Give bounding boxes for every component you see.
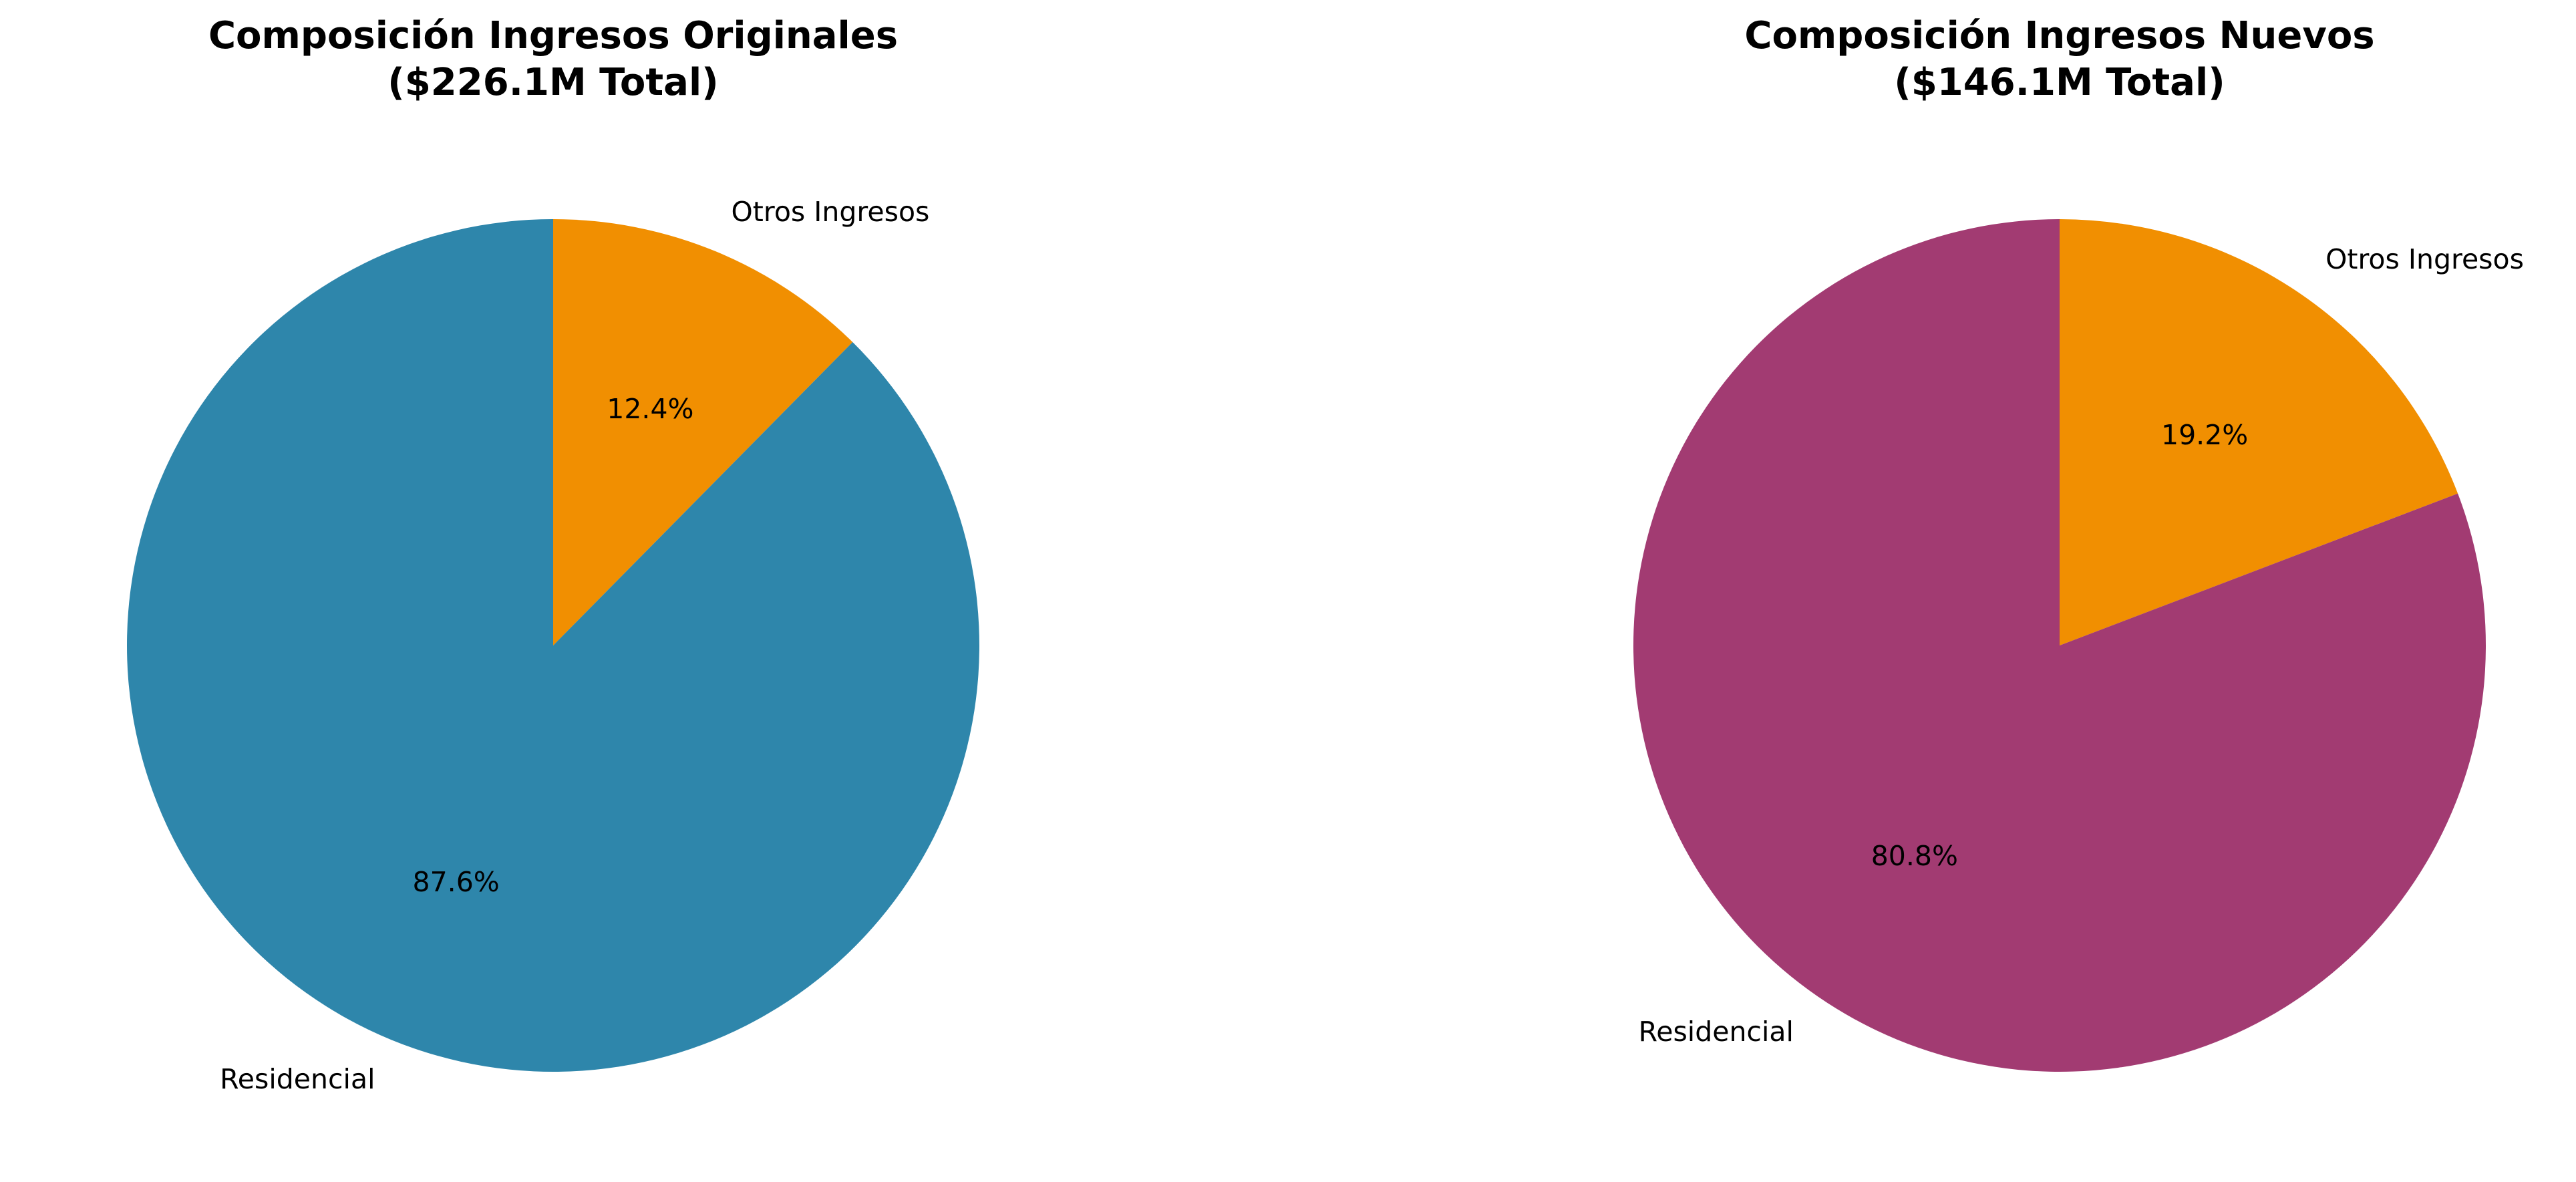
- chart-title-line-2: ($226.1M Total): [387, 61, 719, 104]
- pie-slice-residencial: [1633, 219, 2486, 1072]
- chart-title-line-1: Composición Ingresos Nuevos: [1744, 14, 2374, 57]
- pie-category-label-residencial: Residencial: [220, 1063, 375, 1095]
- pie-slice-otros-ingresos: [2060, 219, 2458, 645]
- pie-chart-original-revenue: Composición Ingresos Originales ($226.1M…: [126, 14, 979, 1095]
- pie-slice-residencial: [126, 219, 979, 1072]
- pie-slice-otros-ingresos: [553, 219, 853, 645]
- pie-percent-label-residencial: 80.8%: [1871, 840, 1958, 872]
- pie-percent-label-otros-ingresos: 19.2%: [2161, 419, 2248, 451]
- pie-labels: 19.2% Otros Ingresos 80.8% Residencial: [1639, 243, 2524, 1048]
- pie-chart-new-revenue: Composición Ingresos Nuevos ($146.1M Tot…: [1633, 14, 2524, 1072]
- pie-category-label-otros-ingresos: Otros Ingresos: [732, 196, 930, 228]
- chart-title-line-2: ($146.1M Total): [1894, 61, 2225, 104]
- pie-slices: [1633, 219, 2486, 1072]
- pie-category-label-residencial: Residencial: [1639, 1016, 1794, 1048]
- pie-percent-label-residencial: 87.6%: [412, 866, 499, 898]
- chart-title-line-1: Composición Ingresos Originales: [208, 14, 898, 57]
- pie-percent-label-otros-ingresos: 12.4%: [607, 393, 693, 425]
- pie-labels: 12.4% Otros Ingresos 87.6% Residencial: [220, 196, 929, 1095]
- pie-category-label-otros-ingresos: Otros Ingresos: [2325, 243, 2524, 275]
- pie-slices: [126, 219, 979, 1072]
